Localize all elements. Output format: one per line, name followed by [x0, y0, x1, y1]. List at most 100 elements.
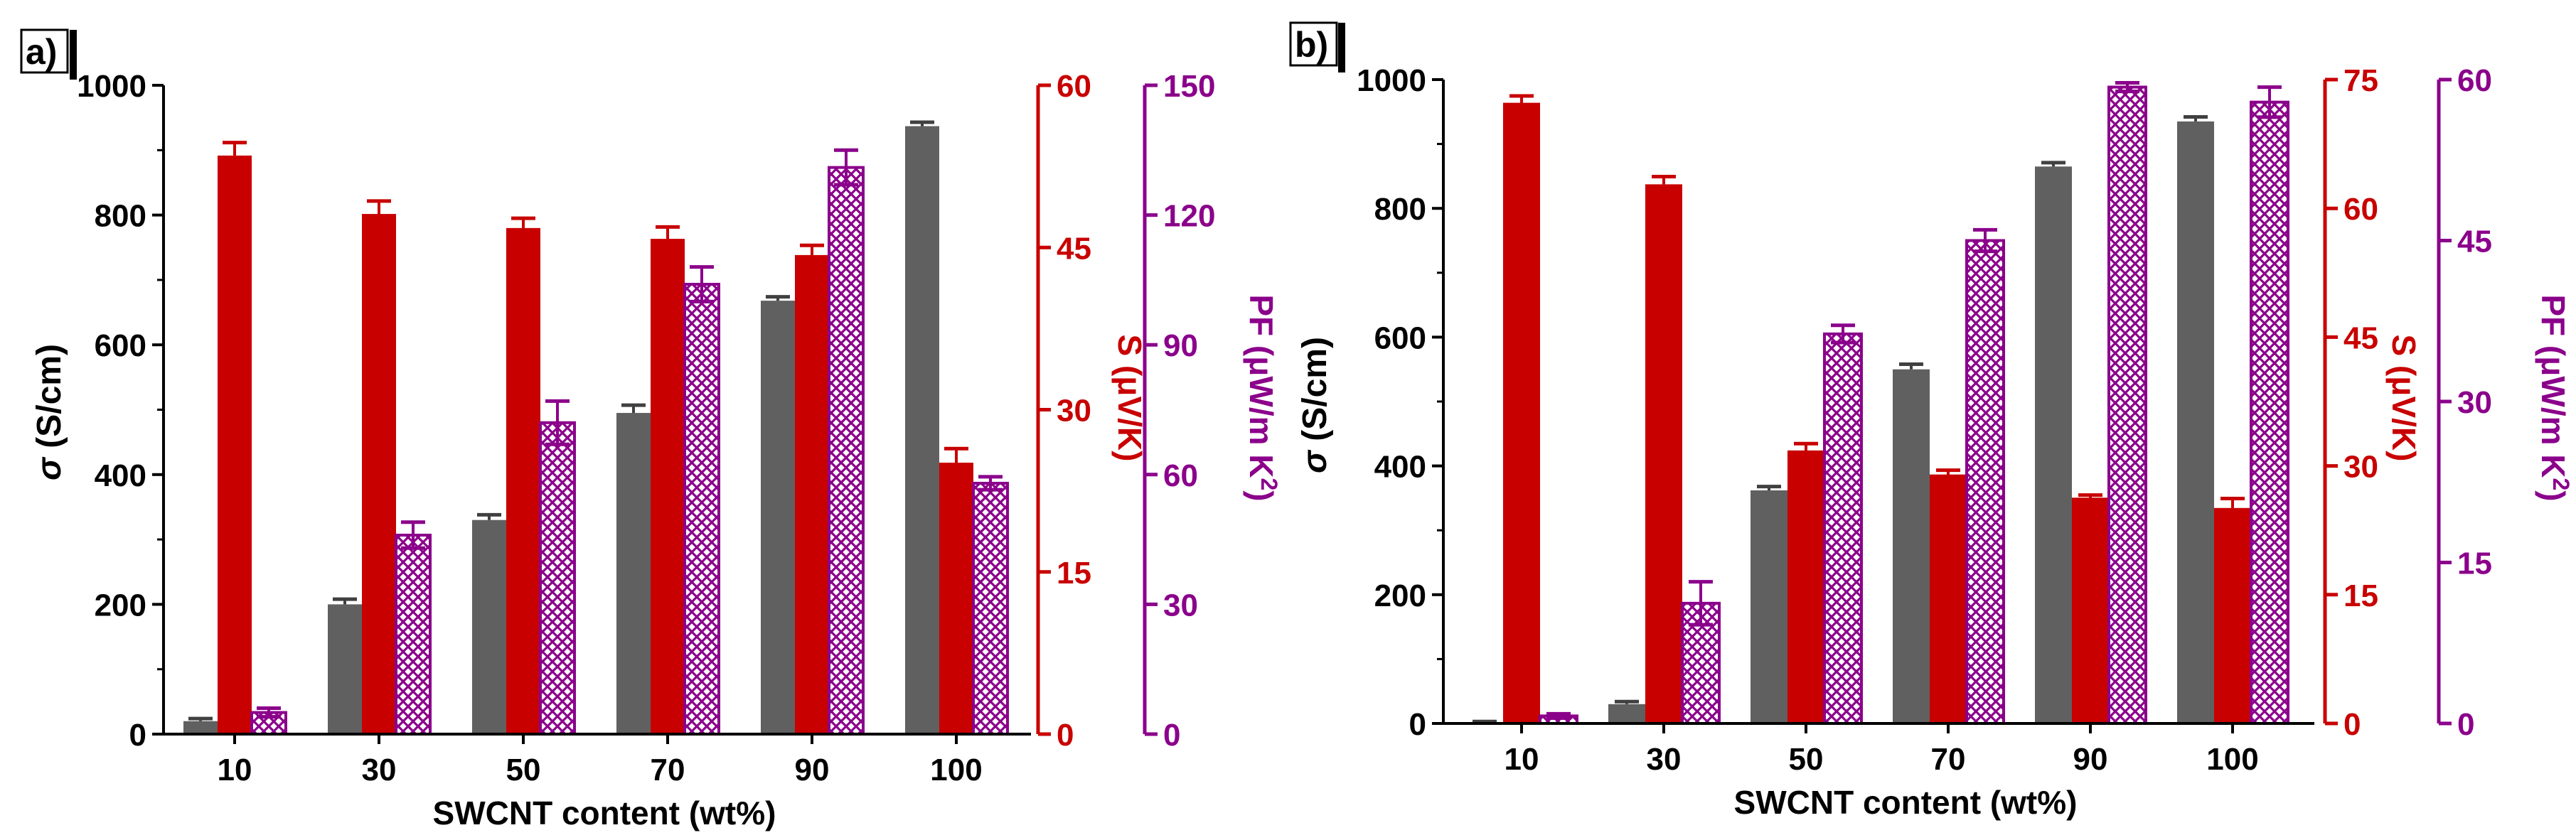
bar-seebeck-50: [1787, 450, 1824, 723]
bar-seebeck-70: [651, 239, 685, 734]
pf-tick-label-45: 45: [2457, 225, 2492, 259]
x-tick-label-90: 90: [795, 753, 830, 787]
pf-tick-label-15: 15: [2457, 546, 2492, 581]
bar-seebeck-30: [1645, 184, 1682, 724]
seebeck-tick-label-0: 0: [1057, 718, 1074, 753]
bar-PF-70: [1965, 239, 2005, 725]
sigma-tick-label-200: 200: [95, 588, 146, 623]
bar-seebeck-100: [939, 463, 973, 734]
x-axis-title: SWCNT content (wt%): [433, 795, 776, 831]
bar-seebeck-100: [2214, 507, 2251, 723]
pf-tick-label-60: 60: [2457, 63, 2492, 98]
bar-seebeck-10: [1503, 102, 1540, 724]
bar-sigma-30: [328, 604, 362, 734]
bar-sigma-70: [1893, 369, 1930, 723]
seebeck-tick-label-30: 30: [1057, 394, 1091, 429]
bar-sigma-100: [905, 126, 939, 735]
bar-seebeck-30: [362, 214, 396, 734]
bar-seebeck-10: [218, 155, 252, 735]
seebeck-tick-label-75: 75: [2343, 63, 2378, 98]
pf-label-close: ): [2535, 490, 2572, 501]
sigma-unit: (S/cm): [1296, 337, 1334, 451]
pf-tick-label-150: 150: [1163, 69, 1215, 104]
sigma-tick-label-800: 800: [95, 199, 146, 234]
seebeck-axis-label: S (μV/K): [2385, 335, 2422, 462]
x-tick-label-30: 30: [362, 753, 397, 787]
bar-seebeck-70: [1930, 474, 1967, 723]
x-tick-label-10: 10: [1505, 742, 1539, 777]
x-axis-title: SWCNT content (wt%): [1734, 784, 2078, 821]
pf-axis-label: PF (μW/m K2): [2535, 294, 2574, 501]
panel-label: a): [26, 32, 57, 72]
pf-tick-label-0: 0: [1163, 718, 1180, 753]
sigma-symbol: σ: [1296, 449, 1334, 473]
pf-label-sup: 2: [1256, 478, 1282, 491]
seebeck-tick-label-45: 45: [2343, 321, 2378, 355]
x-tick-label-100: 100: [2206, 742, 2258, 777]
panel-label-mark: [1338, 23, 1345, 72]
pf-label-main: PF (μW/m K: [2535, 294, 2572, 478]
pf-tick-label-60: 60: [1163, 458, 1198, 493]
seebeck-tick-label-45: 45: [1057, 231, 1091, 266]
seebeck-tick-label-60: 60: [2343, 192, 2378, 227]
bar-PF-50: [1823, 332, 1863, 725]
bar-PF-70: [683, 282, 720, 736]
x-tick-label-50: 50: [506, 753, 541, 787]
seebeck-axis-label: S (μV/K): [1111, 335, 1148, 462]
sigma-tick-label-600: 600: [95, 328, 146, 363]
sigma-symbol: σ: [31, 456, 68, 480]
pf-label-close: ): [1243, 490, 1280, 501]
bar-PF-100: [2250, 100, 2289, 725]
bar-seebeck-90: [795, 254, 829, 734]
x-tick-label-50: 50: [1789, 742, 1824, 777]
sigma-tick-label-0: 0: [1409, 707, 1426, 742]
bar-sigma-100: [2177, 121, 2214, 723]
sigma-axis-label: σ (S/cm): [31, 344, 68, 480]
bar-PF-90: [2107, 85, 2147, 725]
bar-sigma-90: [761, 301, 795, 735]
sigma-tick-label-200: 200: [1374, 578, 1426, 613]
bar-sigma-90: [2035, 166, 2072, 723]
bar-PF-90: [828, 166, 865, 736]
bar-sigma-30: [1608, 704, 1645, 723]
bar-sigma-10: [183, 721, 218, 734]
x-tick-label-10: 10: [218, 753, 252, 787]
bar-seebeck-90: [2072, 497, 2109, 723]
x-tick-label-90: 90: [2073, 742, 2108, 777]
sigma-tick-label-600: 600: [1374, 321, 1426, 355]
sigma-tick-label-800: 800: [1374, 192, 1426, 227]
pf-tick-label-0: 0: [2457, 707, 2474, 742]
seebeck-tick-label-60: 60: [1057, 69, 1091, 104]
pf-label-sup: 2: [2548, 478, 2574, 491]
bar-PF-100: [972, 481, 1009, 736]
seebeck-tick-label-30: 30: [2343, 450, 2378, 485]
pf-tick-label-90: 90: [1163, 328, 1198, 363]
bar-PF-50: [539, 421, 576, 736]
bar-sigma-50: [1751, 490, 1787, 723]
seebeck-tick-label-15: 15: [1057, 556, 1091, 591]
sigma-tick-label-400: 400: [95, 458, 146, 493]
bar-sigma-70: [616, 413, 651, 734]
x-tick-label-30: 30: [1647, 742, 1682, 777]
sigma-unit: (S/cm): [31, 344, 68, 458]
pf-tick-label-30: 30: [2457, 385, 2492, 420]
panel-label-box: [20, 28, 69, 74]
bar-seebeck-50: [506, 227, 540, 734]
panel-label: b): [1295, 25, 1328, 65]
sigma-axis-label: σ (S/cm): [1296, 337, 1334, 473]
seebeck-tick-label-0: 0: [2343, 707, 2361, 742]
x-tick-label-70: 70: [651, 753, 685, 787]
x-tick-label-70: 70: [1931, 742, 1966, 777]
panel-label-box: [1289, 21, 1338, 67]
bar-sigma-50: [472, 519, 506, 734]
pf-label-main: PF (μW/m K: [1243, 294, 1280, 478]
seebeck-tick-label-15: 15: [2343, 578, 2378, 613]
pf-axis-label: PF (μW/m K2): [1243, 294, 1282, 501]
pf-tick-label-120: 120: [1163, 199, 1215, 234]
sigma-tick-label-1000: 1000: [1357, 63, 1426, 98]
sigma-tick-label-0: 0: [129, 718, 146, 753]
sigma-tick-label-1000: 1000: [77, 69, 146, 104]
